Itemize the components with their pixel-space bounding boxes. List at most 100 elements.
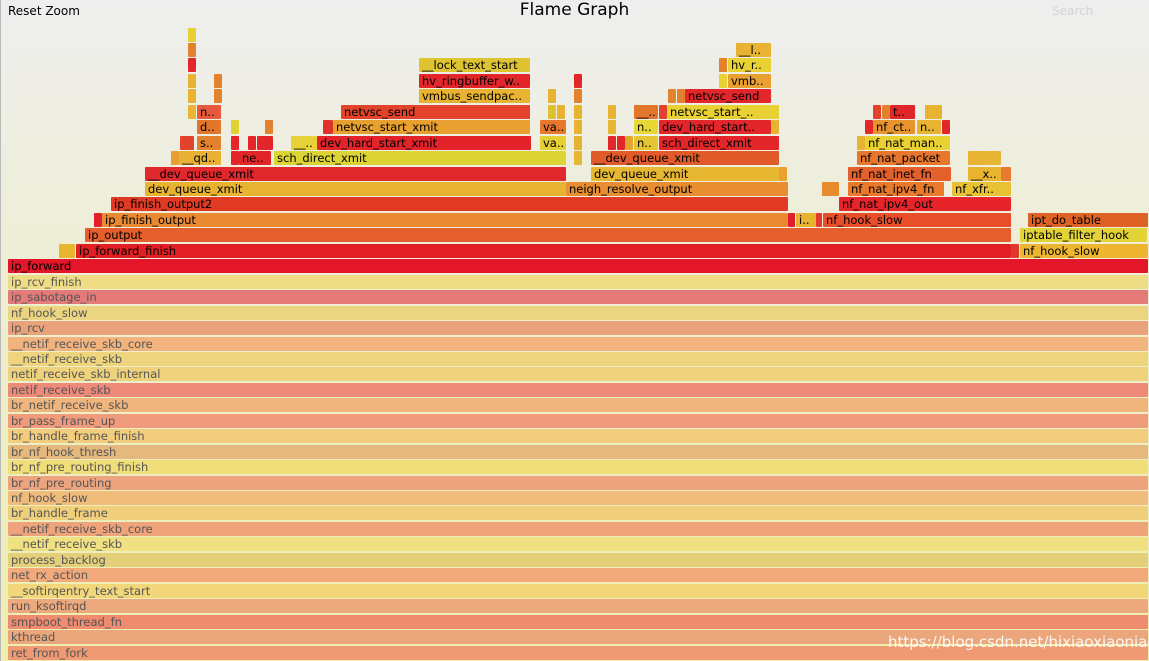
flame-frame[interactable] bbox=[788, 212, 795, 227]
flame-frame[interactable]: nf_hook_slow bbox=[8, 305, 1148, 320]
flame-frame[interactable]: ipt_do_table bbox=[1028, 212, 1148, 227]
flame-frame[interactable] bbox=[1001, 166, 1011, 181]
flame-frame[interactable]: n.. bbox=[634, 120, 658, 135]
flame-frame[interactable]: va.. bbox=[540, 135, 566, 150]
flame-frame[interactable] bbox=[617, 135, 625, 150]
flame-frame[interactable] bbox=[171, 151, 179, 166]
flame-frame[interactable]: smpboot_thread_fn bbox=[8, 614, 1148, 629]
flame-frame[interactable]: ip_rcv_finish bbox=[8, 274, 1148, 289]
flame-frame[interactable]: __l.. bbox=[736, 42, 771, 57]
flame-frame[interactable]: nf_nat_ipv4_fn bbox=[848, 182, 944, 196]
flame-frame[interactable]: br_pass_frame_up bbox=[8, 413, 1148, 428]
flame-frame[interactable]: dev_queue_xmit bbox=[145, 182, 566, 196]
flame-frame[interactable]: run_ksoftirqd bbox=[8, 599, 1148, 614]
flame-frame[interactable]: ip_rcv bbox=[8, 321, 1148, 336]
flame-frame[interactable]: __dev_queue_xmit bbox=[591, 151, 779, 166]
flame-frame[interactable]: hv_ringbuffer_w.. bbox=[419, 73, 530, 88]
flame-frame[interactable] bbox=[257, 135, 273, 150]
flame-frame[interactable] bbox=[574, 104, 582, 119]
flame-frame[interactable] bbox=[968, 151, 987, 166]
flame-frame[interactable]: netvsc_start_xmit bbox=[333, 120, 530, 135]
flame-frame[interactable] bbox=[659, 104, 667, 119]
flame-frame[interactable] bbox=[574, 135, 582, 150]
flame-frame[interactable] bbox=[816, 212, 822, 227]
flame-frame[interactable]: dev_hard_start.. bbox=[659, 120, 771, 135]
flame-frame[interactable] bbox=[771, 120, 779, 135]
flame-frame[interactable]: n.. bbox=[197, 104, 221, 119]
flame-frame[interactable]: neigh_resolve_output bbox=[566, 182, 788, 196]
flame-frame[interactable]: process_backlog bbox=[8, 552, 1148, 567]
flame-frame[interactable]: iptable_filter_hook bbox=[1020, 228, 1147, 243]
flame-frame[interactable]: dev_hard_start_xmit bbox=[317, 135, 531, 150]
flame-frame[interactable]: nf_hook_slow bbox=[8, 491, 1148, 505]
flame-frame[interactable] bbox=[548, 104, 556, 119]
flame-frame[interactable]: __x.. bbox=[968, 166, 1001, 181]
flame-frame[interactable]: netvsc_start_.. bbox=[667, 104, 779, 119]
flame-frame[interactable] bbox=[942, 120, 950, 135]
flame-frame[interactable]: __.. bbox=[291, 135, 317, 150]
flame-frame[interactable] bbox=[873, 104, 881, 119]
flame-frame[interactable] bbox=[180, 135, 194, 150]
flame-frame[interactable] bbox=[625, 135, 633, 150]
flame-frame[interactable]: netif_receive_skb bbox=[8, 382, 1148, 397]
flame-frame[interactable]: hv_r.. bbox=[728, 58, 771, 73]
flame-frame[interactable] bbox=[865, 120, 873, 135]
flame-frame[interactable] bbox=[557, 104, 565, 119]
flame-frame[interactable]: vmbus_sendpac.. bbox=[419, 89, 530, 104]
flame-frame[interactable] bbox=[1011, 243, 1019, 258]
flame-frame[interactable]: n.. bbox=[917, 120, 941, 135]
flame-frame[interactable] bbox=[188, 89, 196, 104]
flame-frame[interactable] bbox=[882, 104, 890, 119]
flame-frame[interactable] bbox=[987, 151, 1001, 166]
flame-frame[interactable]: br_nf_pre_routing_finish bbox=[8, 460, 1148, 475]
flame-frame[interactable] bbox=[231, 135, 239, 150]
flame-frame[interactable] bbox=[719, 58, 727, 73]
flame-frame[interactable] bbox=[574, 151, 582, 166]
flame-frame[interactable] bbox=[608, 120, 616, 135]
flame-frame[interactable]: __lock_text_start bbox=[419, 58, 530, 73]
flame-frame[interactable]: br_nf_pre_routing bbox=[8, 475, 1148, 490]
flame-frame[interactable]: ip_finish_output bbox=[102, 212, 788, 227]
flame-frame[interactable] bbox=[188, 104, 196, 119]
flame-frame[interactable]: nf_hook_slow bbox=[823, 212, 1011, 227]
flame-frame[interactable] bbox=[188, 42, 196, 57]
flame-frame[interactable] bbox=[94, 212, 102, 227]
flame-frame[interactable]: br_nf_hook_thresh bbox=[8, 444, 1148, 459]
flame-frame[interactable] bbox=[857, 135, 865, 150]
flame-frame[interactable]: ip_sabotage_in bbox=[8, 290, 1148, 305]
flame-frame[interactable]: netif_receive_skb_internal bbox=[8, 367, 1148, 382]
flame-frame[interactable] bbox=[574, 89, 582, 104]
flame-frame[interactable]: ip_forward_finish bbox=[76, 243, 1011, 258]
flame-frame[interactable] bbox=[822, 182, 839, 196]
flame-frame[interactable]: ip_finish_output2 bbox=[111, 197, 788, 212]
flame-frame[interactable] bbox=[548, 89, 556, 104]
flame-frame[interactable]: net_rx_action bbox=[8, 568, 1148, 583]
flame-frame[interactable]: ne.. bbox=[239, 151, 271, 166]
flame-frame[interactable] bbox=[608, 104, 616, 119]
flame-frame[interactable]: dev_queue_xmit bbox=[591, 166, 779, 181]
flame-frame[interactable]: __netif_receive_skb_core bbox=[8, 521, 1148, 536]
flame-frame[interactable]: br_handle_frame_finish bbox=[8, 429, 1148, 444]
flame-frame[interactable]: __.. bbox=[634, 104, 658, 119]
flame-frame[interactable]: n.. bbox=[634, 135, 658, 150]
flame-frame[interactable]: __netif_receive_skb_core bbox=[8, 336, 1148, 351]
flame-frame[interactable] bbox=[231, 151, 239, 166]
flame-frame[interactable]: __softirqentry_text_start bbox=[8, 583, 1148, 598]
flame-frame[interactable]: __dev_queue_xmit bbox=[145, 166, 566, 181]
flame-frame[interactable] bbox=[248, 135, 256, 150]
flame-frame[interactable]: sch_direct_xmit bbox=[659, 135, 779, 150]
flame-frame[interactable] bbox=[59, 243, 75, 258]
flame-frame[interactable] bbox=[188, 73, 196, 88]
flame-frame[interactable]: br_handle_frame bbox=[8, 506, 1148, 521]
flame-frame[interactable] bbox=[188, 58, 196, 73]
flame-frame[interactable] bbox=[719, 73, 727, 88]
flame-frame[interactable] bbox=[677, 89, 685, 104]
flame-frame[interactable]: netvsc_send bbox=[685, 89, 771, 104]
flame-frame[interactable]: br_netif_receive_skb bbox=[8, 398, 1148, 413]
flame-frame[interactable]: t.. bbox=[890, 104, 915, 119]
flame-frame[interactable]: __netif_receive_skb bbox=[8, 351, 1148, 366]
flame-frame[interactable]: nf_nat_packet bbox=[857, 151, 950, 166]
flame-frame[interactable] bbox=[925, 104, 942, 119]
flame-frame[interactable] bbox=[574, 120, 582, 135]
flame-frame[interactable] bbox=[214, 73, 222, 88]
